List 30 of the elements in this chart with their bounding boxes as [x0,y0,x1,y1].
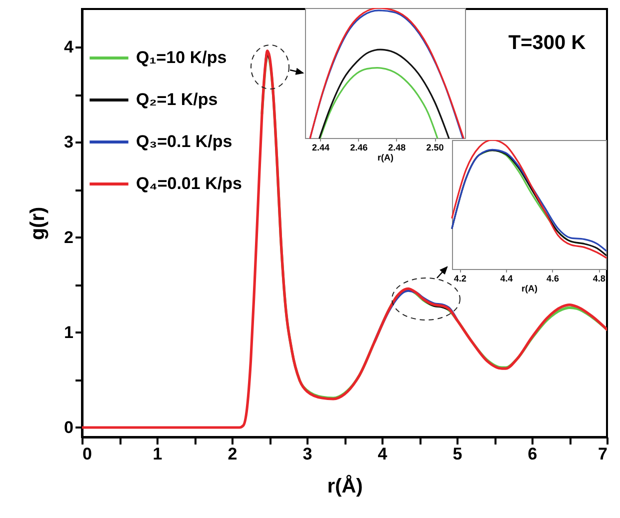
x-tick-label: 4 [378,444,388,464]
x-tick-label: 7 [598,444,608,464]
x-tick-label: 1 [152,444,162,464]
annotation: T=300 K [508,32,586,54]
x-tick-label: 5 [452,444,462,464]
y-tick-label: 0 [64,418,74,437]
line-series [82,50,607,429]
y-axis-title: g(r) [27,206,50,240]
x-tick-label: 4.8 [592,274,606,284]
x-tick-label: 4.2 [454,274,466,284]
x-tick-label: 2.46 [350,142,368,152]
legend-label: Q₃=0.1 K/ps [136,132,232,151]
legend-label: Q₄=0.01 K/ps [136,174,242,193]
legend-label: Q₁=10 K/ps [136,48,227,67]
x-tick-label: 2.50 [426,142,444,152]
x-axis-title: r(A) [378,152,394,162]
x-tick-label: 4.6 [546,274,560,284]
y-tick-label: 4 [64,38,74,57]
x-axis-title: r(Å) [327,474,363,498]
x-tick-label: 4.4 [500,274,513,284]
legend-label: Q₂=1 K/ps [136,90,218,109]
x-tick-label: 0 [82,444,92,464]
x-tick-label: 2.44 [312,142,330,152]
x-tick-label: 3 [302,444,312,464]
x-tick-label: 6 [528,444,538,464]
y-tick-label: 2 [64,228,74,247]
y-tick-label: 1 [64,322,74,342]
x-tick-label: 2.48 [388,142,406,152]
x-axis-title: r(A) [522,284,538,294]
x-tick-label: 2 [228,444,238,464]
